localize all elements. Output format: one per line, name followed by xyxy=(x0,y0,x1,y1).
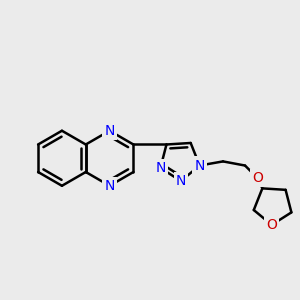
Text: N: N xyxy=(104,124,115,138)
Text: O: O xyxy=(266,218,277,232)
Text: N: N xyxy=(176,174,186,188)
Text: N: N xyxy=(104,179,115,193)
Text: O: O xyxy=(252,171,263,185)
Text: N: N xyxy=(194,158,205,172)
Text: N: N xyxy=(155,161,166,175)
